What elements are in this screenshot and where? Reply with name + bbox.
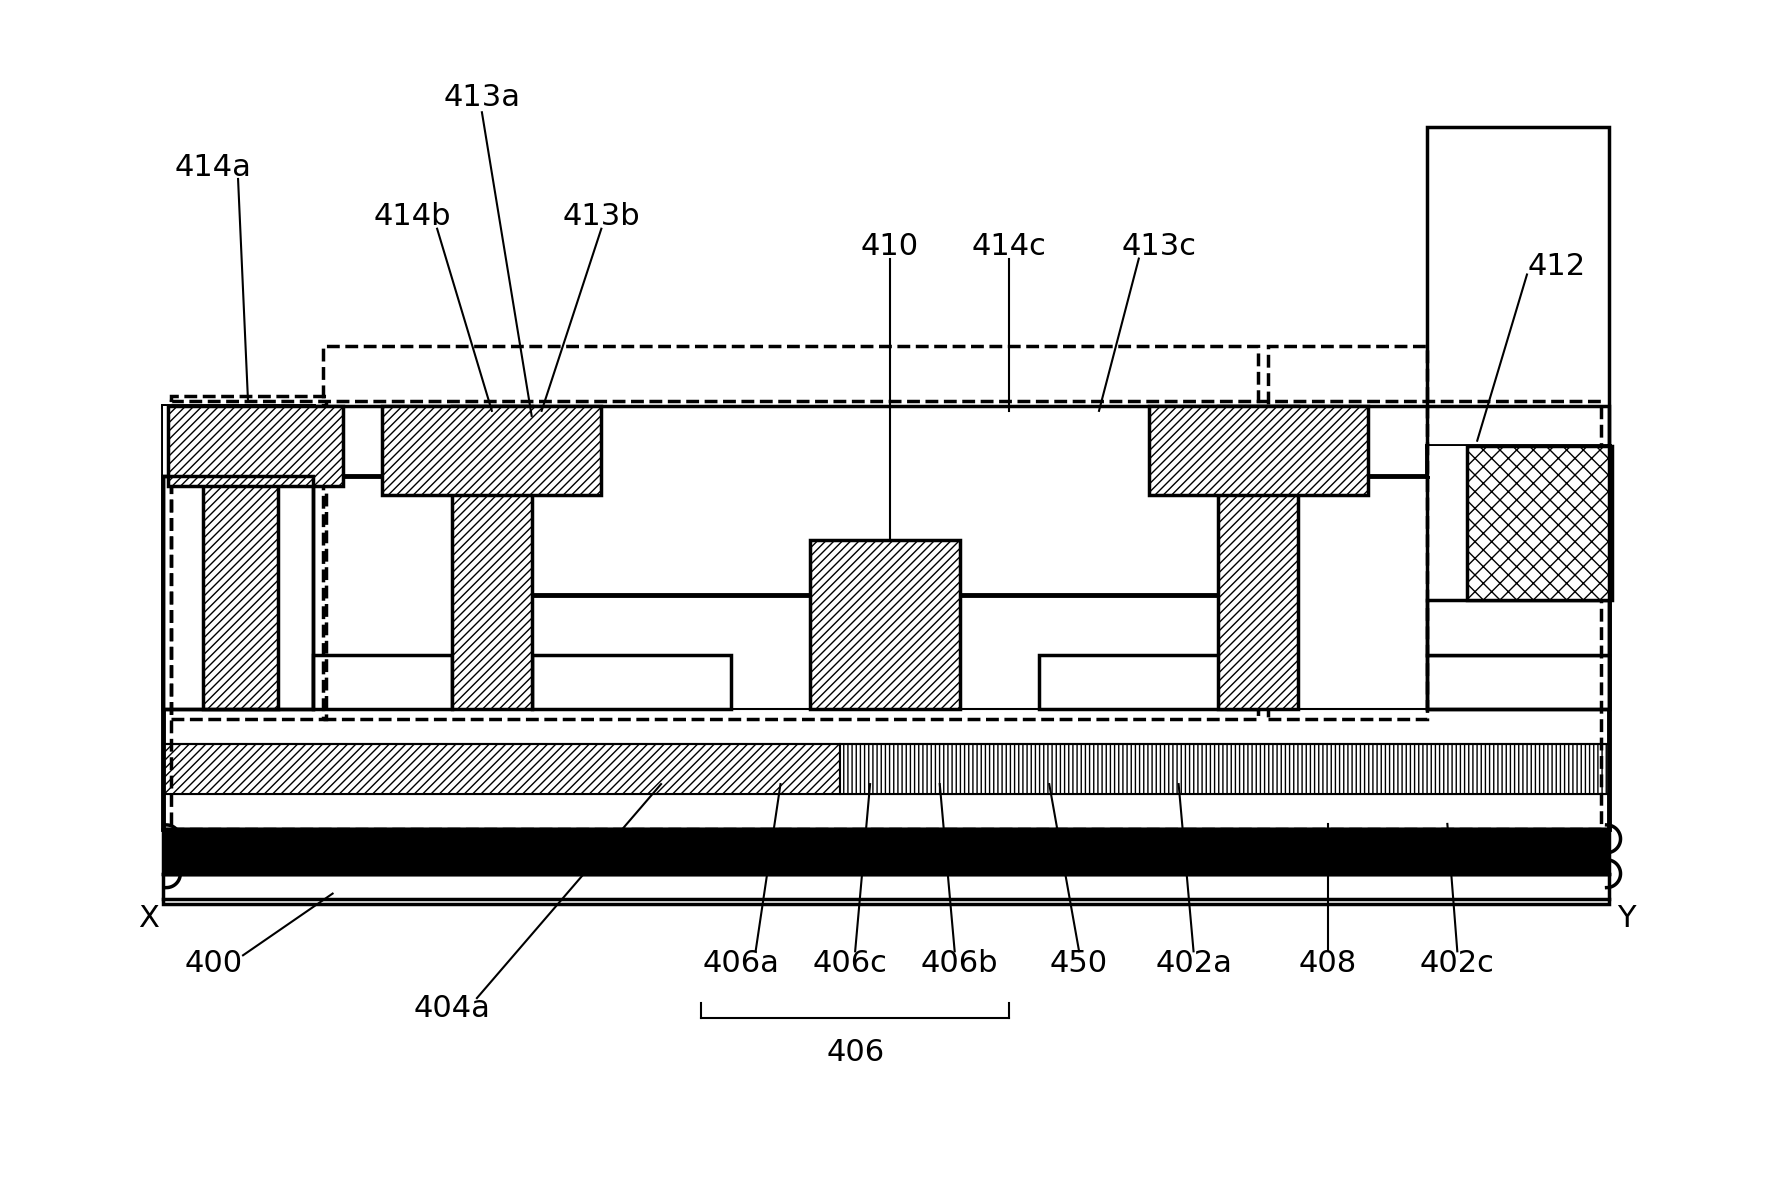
Text: 414c: 414c [973, 232, 1047, 261]
Bar [204, 406, 278, 710]
Text: X: X [138, 904, 159, 933]
Bar [1428, 600, 1609, 654]
Text: 413c: 413c [1122, 232, 1196, 261]
Bar [1219, 406, 1299, 710]
Polygon shape [163, 406, 312, 475]
Bar [1148, 406, 1368, 495]
Text: 406c: 406c [813, 949, 888, 978]
Bar [163, 828, 1609, 873]
Bar [163, 475, 312, 710]
Bar [1467, 446, 1611, 600]
Text: 414b: 414b [374, 203, 452, 231]
Text: 413a: 413a [443, 83, 521, 111]
Bar [383, 406, 601, 495]
Bar [163, 873, 1609, 903]
Text: 413b: 413b [562, 203, 640, 231]
Bar [163, 744, 840, 794]
Text: 412: 412 [1527, 252, 1586, 281]
Polygon shape [1040, 654, 1258, 710]
Bar [840, 744, 1609, 794]
Text: 408: 408 [1299, 949, 1357, 978]
Bar [452, 406, 532, 710]
Bar [1428, 446, 1609, 475]
Text: 402a: 402a [1155, 949, 1232, 978]
Text: 406a: 406a [702, 949, 780, 978]
Bar [163, 475, 312, 710]
Text: 410: 410 [861, 232, 920, 261]
Bar [1428, 654, 1609, 710]
Bar [168, 406, 342, 486]
Text: 414a: 414a [175, 153, 252, 181]
Polygon shape [312, 654, 452, 710]
Bar [1269, 346, 1428, 719]
Bar [1428, 127, 1609, 710]
Polygon shape [1428, 446, 1609, 475]
Text: 450: 450 [1051, 949, 1108, 978]
Bar [163, 406, 1609, 828]
Text: 406b: 406b [921, 949, 998, 978]
Text: Y: Y [1618, 904, 1636, 933]
Bar [323, 346, 1258, 719]
Text: 404a: 404a [413, 993, 491, 1023]
Bar [810, 540, 960, 710]
Bar [172, 396, 326, 719]
Bar [172, 401, 1600, 828]
Polygon shape [532, 654, 730, 710]
Text: 400: 400 [184, 949, 243, 978]
Text: 406: 406 [826, 1038, 884, 1068]
Bar [163, 406, 312, 475]
Text: 402c: 402c [1419, 949, 1496, 978]
